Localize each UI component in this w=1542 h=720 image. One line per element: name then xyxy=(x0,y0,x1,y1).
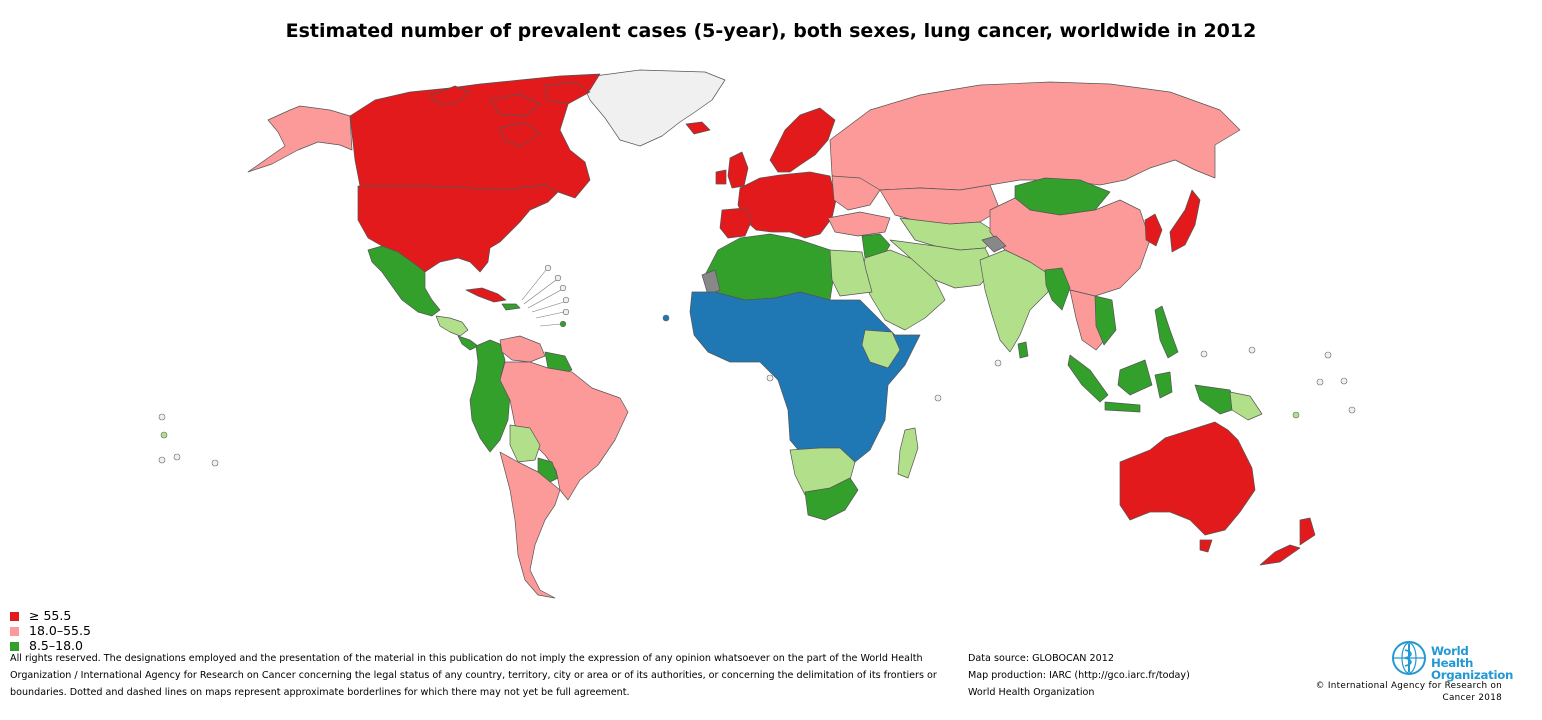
legend-item: 18.0–55.5 xyxy=(10,623,91,638)
region-india[interactable] xyxy=(979,249,1051,353)
island-marker[interactable] xyxy=(562,308,570,316)
island-marker[interactable] xyxy=(662,314,670,322)
island-marker[interactable] xyxy=(1340,377,1348,385)
island-marker[interactable] xyxy=(1200,350,1208,358)
island-marker[interactable] xyxy=(1324,351,1332,359)
island-marker[interactable] xyxy=(544,264,552,272)
island-marker[interactable] xyxy=(173,453,181,461)
island-marker[interactable] xyxy=(559,284,567,292)
small-island-markers xyxy=(158,264,1356,467)
region-venezuela[interactable] xyxy=(499,335,546,363)
island-marker[interactable] xyxy=(559,320,567,328)
region-turkey[interactable] xyxy=(827,211,891,237)
region-greenland[interactable] xyxy=(579,69,726,147)
region-scandinavia[interactable] xyxy=(769,107,836,173)
island-marker[interactable] xyxy=(211,459,219,467)
region-japan[interactable] xyxy=(1169,189,1201,253)
legend: ≥ 55.5 18.0–55.5 8.5–18.0 xyxy=(10,608,91,653)
island-marker[interactable] xyxy=(1348,406,1356,414)
region-tasmania[interactable] xyxy=(1199,539,1213,553)
island-marker[interactable] xyxy=(994,359,1002,367)
region-australia[interactable] xyxy=(1119,421,1256,536)
legend-item: ≥ 55.5 xyxy=(10,608,91,623)
region-egypt[interactable] xyxy=(829,249,873,297)
island-marker[interactable] xyxy=(1248,346,1256,354)
region-philippines[interactable] xyxy=(1154,305,1179,359)
island-marker[interactable] xyxy=(934,394,942,402)
region-europe[interactable] xyxy=(737,171,837,239)
disclaimer-line: All rights reserved. The designations em… xyxy=(10,653,923,664)
island-marker[interactable] xyxy=(1292,411,1300,419)
legend-label: ≥ 55.5 xyxy=(29,608,72,623)
region-hispaniola[interactable] xyxy=(501,303,521,311)
region-indonesia[interactable] xyxy=(1067,354,1239,415)
island-marker[interactable] xyxy=(158,413,166,421)
who-name: World Health Organization xyxy=(1431,644,1514,682)
who-name-line: Organization xyxy=(1431,668,1514,682)
region-kazakhstan[interactable] xyxy=(879,184,1001,225)
region-cuba[interactable] xyxy=(465,287,507,303)
source-block: Data source: GLOBOCAN 2012 Map productio… xyxy=(968,650,1190,701)
region-south-africa[interactable] xyxy=(804,477,859,521)
region-central-america[interactable] xyxy=(435,315,469,337)
organization-name: World Health Organization xyxy=(968,687,1095,698)
region-iceland[interactable] xyxy=(685,121,711,135)
region-north-africa[interactable] xyxy=(704,233,836,301)
region-canada-islands[interactable] xyxy=(429,81,591,147)
region-colombia-peru[interactable] xyxy=(469,339,511,453)
island-marker[interactable] xyxy=(562,296,570,304)
copyright: © International Agency for Research on C… xyxy=(1296,680,1502,704)
map-production: Map production: IARC (http://gco.iarc.fr… xyxy=(968,670,1190,681)
legend-swatch-high xyxy=(10,612,19,621)
region-western-sahara[interactable] xyxy=(701,269,721,296)
legend-label: 8.5–18.0 xyxy=(29,638,83,653)
who-name-line: World Health xyxy=(1431,644,1474,670)
island-marker[interactable] xyxy=(1316,378,1324,386)
region-new-zealand[interactable] xyxy=(1259,517,1316,566)
legend-swatch-low xyxy=(10,642,19,651)
map-title: Estimated number of prevalent cases (5-y… xyxy=(285,20,1257,42)
island-marker[interactable] xyxy=(158,456,166,464)
legend-swatch-mid xyxy=(10,627,19,636)
region-ethiopia[interactable] xyxy=(861,329,901,369)
who-emblem-icon xyxy=(1392,641,1426,675)
region-ukraine[interactable] xyxy=(831,175,881,211)
region-sub-saharan-africa[interactable] xyxy=(689,291,921,463)
region-korea[interactable] xyxy=(1144,213,1163,247)
region-png[interactable] xyxy=(1229,391,1263,421)
region-panama[interactable] xyxy=(457,335,479,351)
region-brazil[interactable] xyxy=(499,361,629,501)
region-bolivia[interactable] xyxy=(509,424,541,463)
region-sri-lanka[interactable] xyxy=(1017,341,1029,359)
region-vietnam[interactable] xyxy=(1094,295,1117,346)
island-leader-lines xyxy=(521,269,565,327)
region-argentina-chile[interactable] xyxy=(499,451,561,599)
region-uk-ireland[interactable] xyxy=(715,151,749,189)
island-marker[interactable] xyxy=(554,274,562,282)
legend-item: 8.5–18.0 xyxy=(10,638,91,653)
disclaimer: All rights reserved. The designations em… xyxy=(10,650,955,701)
region-iberia[interactable] xyxy=(719,207,753,239)
data-source: Data source: GLOBOCAN 2012 xyxy=(968,653,1114,664)
copyright-line: © International Agency for Research on xyxy=(1315,681,1502,691)
disclaimer-line: boundaries. Dotted and dashed lines on m… xyxy=(10,687,630,698)
region-madagascar[interactable] xyxy=(897,427,919,479)
region-afghanistan[interactable] xyxy=(981,235,1007,253)
copyright-line: Cancer 2018 xyxy=(1442,693,1502,703)
island-marker[interactable] xyxy=(766,374,774,382)
region-alaska[interactable] xyxy=(247,105,353,173)
region-mexico[interactable] xyxy=(367,245,441,317)
island-marker[interactable] xyxy=(160,431,168,439)
region-russia[interactable] xyxy=(829,81,1241,191)
who-logo: World Health Organization xyxy=(1391,640,1513,681)
region-bangladesh-myanmar[interactable] xyxy=(1044,267,1071,311)
disclaimer-line: Organization / International Agency for … xyxy=(10,670,937,681)
legend-label: 18.0–55.5 xyxy=(29,623,91,638)
